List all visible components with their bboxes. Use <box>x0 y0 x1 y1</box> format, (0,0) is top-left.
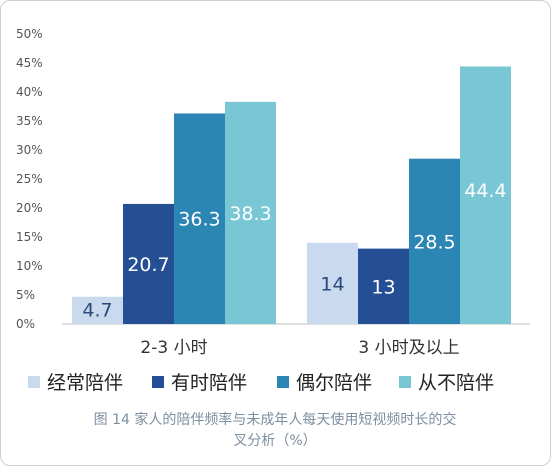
y-tick-label: 30% <box>16 143 43 157</box>
bar <box>72 296 123 324</box>
legend-label: 经常陪伴 <box>47 372 123 394</box>
y-tick-label: 0% <box>16 317 35 331</box>
data-label: 14 <box>320 273 344 295</box>
bar <box>123 203 174 324</box>
bar <box>358 248 409 324</box>
y-tick-label: 25% <box>16 172 43 186</box>
y-axis-ticks: 0% 5% 10% 15% 20% 25% 30% 35% 40% 45% 50% <box>16 27 43 331</box>
data-label: 44.4 <box>464 180 506 202</box>
y-tick-label: 15% <box>16 230 43 244</box>
data-label: 4.7 <box>82 299 112 321</box>
legend-swatch <box>152 376 164 388</box>
y-tick-label: 35% <box>16 114 43 128</box>
legend-swatch <box>277 376 289 388</box>
legend-label: 偶尔陪伴 <box>296 372 372 394</box>
data-label: 38.3 <box>229 203 271 225</box>
legend-swatch <box>28 376 40 388</box>
y-tick-label: 45% <box>16 56 43 70</box>
bar <box>307 242 358 324</box>
data-label: 36.3 <box>178 209 220 231</box>
category-label: 3 小时及以上 <box>358 338 459 358</box>
category-labels: 2-3 小时 3 小时及以上 <box>140 338 459 358</box>
caption-line-2: 叉分析（%） <box>233 433 317 449</box>
bar <box>460 66 511 324</box>
y-tick-label: 40% <box>16 85 43 99</box>
legend-swatch <box>399 376 411 388</box>
y-tick-label: 5% <box>16 288 35 302</box>
legend-label: 有时陪伴 <box>171 372 247 394</box>
figure-caption: 图 14 家人的陪伴频率与未成年人每天使用短视频时长的交 叉分析（%） <box>40 410 510 452</box>
data-label: 28.5 <box>413 231 455 253</box>
y-tick-label: 10% <box>16 259 43 273</box>
caption-line-1: 图 14 家人的陪伴频率与未成年人每天使用短视频时长的交 <box>93 412 457 428</box>
bar <box>225 101 276 324</box>
bars-group: 4.7 14 20.7 13 36.3 28.5 38.3 44.4 <box>72 66 511 325</box>
bar <box>174 113 225 325</box>
data-label: 20.7 <box>127 254 169 276</box>
data-label: 13 <box>371 276 395 298</box>
y-tick-label: 20% <box>16 201 43 215</box>
legend-label: 从不陪伴 <box>418 372 494 394</box>
bar <box>409 158 460 324</box>
y-tick-label: 50% <box>16 27 43 41</box>
category-label: 2-3 小时 <box>140 338 207 358</box>
legend: 经常陪伴 有时陪伴 偶尔陪伴 从不陪伴 <box>28 372 494 394</box>
